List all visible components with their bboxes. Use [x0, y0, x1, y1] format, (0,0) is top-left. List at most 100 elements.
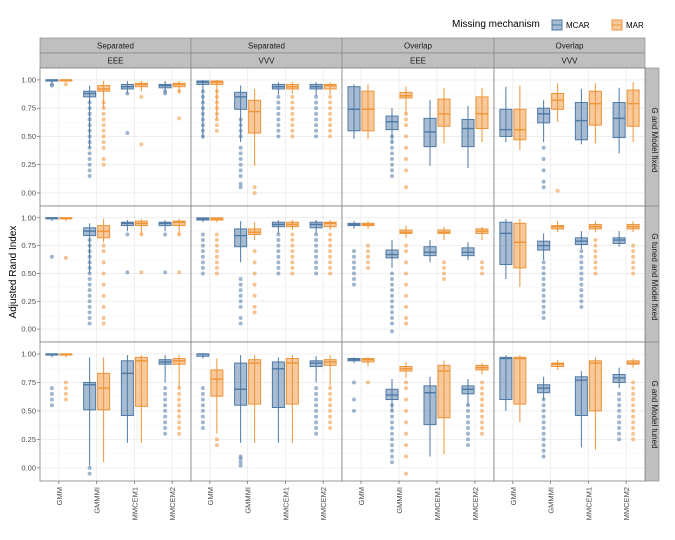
box-gmm-mcar [196, 217, 210, 276]
outlier-point [49, 391, 54, 396]
outlier-point [314, 397, 319, 402]
column-strip: VVV [493, 52, 646, 69]
box-gmm-mcar [347, 84, 361, 139]
box-gmmmi-mar [248, 355, 262, 443]
outlier-point [214, 260, 219, 265]
box-gmmmi-mcar [537, 100, 551, 190]
outlier-point [390, 414, 394, 419]
outlier-point [177, 420, 182, 425]
outlier-point [328, 134, 333, 139]
outlier-point [214, 100, 219, 105]
outlier-point [593, 265, 598, 270]
panel [190, 67, 343, 207]
outlier-point [631, 243, 636, 248]
outlier-point [328, 249, 333, 254]
outlier-point [314, 271, 319, 276]
outlier-point [101, 315, 106, 320]
outlier-point [290, 271, 295, 276]
outlier-point [314, 134, 319, 139]
outlier-point [87, 106, 92, 111]
y-tick-label: 0.75 [21, 241, 36, 250]
outlier-point [328, 414, 333, 419]
outlier-point [101, 106, 106, 111]
outlier-point [579, 260, 584, 265]
outlier-point [163, 426, 168, 431]
outlier-point [214, 243, 219, 248]
outlier-point [200, 420, 205, 425]
box-iqr [234, 362, 248, 406]
outlier-point [238, 304, 243, 309]
box-mmcem2-mcar [158, 81, 172, 96]
box-gmm-mcar [347, 357, 361, 413]
outlier-point [541, 288, 546, 293]
outlier-point [87, 299, 92, 304]
outlier-point [87, 321, 92, 326]
panel-background [40, 206, 191, 342]
panel [190, 205, 343, 343]
outlier-point [290, 243, 295, 248]
outlier-point [404, 260, 408, 265]
outlier-point [276, 249, 281, 254]
outlier-point [252, 190, 257, 195]
outlier-point [328, 106, 333, 111]
x-tick-label: GMMMI [93, 487, 102, 514]
outlier-point [404, 420, 408, 425]
box-mmcem2-mar [626, 82, 640, 143]
outlier-point [390, 140, 394, 145]
outlier-point [200, 243, 205, 248]
outlier-point [480, 260, 484, 265]
outlier-point [404, 249, 408, 254]
box-mmcem1-mar [588, 357, 602, 450]
outlier-point [390, 151, 394, 156]
outlier-point [390, 420, 394, 425]
outlier-point [579, 249, 584, 254]
box-mmcem2-mcar [461, 105, 475, 169]
outlier-point [163, 232, 168, 237]
column-strip-label: Separated [248, 42, 285, 51]
outlier-point [87, 243, 92, 248]
box-mmcem2-mar [475, 87, 489, 143]
outlier-point [101, 293, 106, 298]
outlier-point [163, 270, 168, 275]
outlier-point [238, 293, 243, 298]
outlier-point [101, 282, 106, 287]
outlier-point [390, 145, 394, 150]
box-gmm-mcar [499, 355, 513, 411]
outlier-point [617, 414, 622, 419]
outlier-point [541, 397, 546, 402]
panel-border [493, 341, 646, 482]
outlier-point [617, 397, 622, 402]
outlier-point [366, 254, 370, 259]
outlier-point [177, 89, 182, 94]
box-iqr [423, 385, 437, 426]
box-gmmmi-mcar [385, 240, 399, 334]
outlier-point [390, 426, 394, 431]
box-mmcem1-mcar [423, 100, 437, 166]
outlier-point [290, 238, 295, 243]
legend-item-mcar: MCAR [551, 19, 590, 31]
box-mmcem2-mar [323, 82, 337, 139]
outlier-point [238, 123, 243, 128]
outlier-point [87, 293, 92, 298]
outlier-point [290, 94, 295, 99]
outlier-point [541, 304, 546, 309]
box-mmcem1-mcar [574, 88, 588, 145]
x-tick-label: GMM [206, 487, 215, 505]
box-iqr [323, 83, 337, 90]
box-iqr [551, 92, 565, 110]
outlier-point [352, 282, 356, 287]
outlier-point [593, 249, 598, 254]
box-iqr [172, 220, 186, 227]
x-tick-label: MMCEM2 [319, 487, 328, 520]
outlier-point [466, 420, 470, 425]
box-iqr [210, 369, 224, 397]
outlier-point [442, 277, 446, 282]
box-mmcem2-mcar [461, 242, 475, 261]
outlier-point [480, 403, 484, 408]
outlier-point [442, 260, 446, 265]
outlier-point [541, 260, 546, 265]
outlier-point [238, 145, 243, 150]
outlier-point [631, 420, 636, 425]
outlier-point [87, 140, 92, 145]
box-iqr [499, 356, 513, 401]
